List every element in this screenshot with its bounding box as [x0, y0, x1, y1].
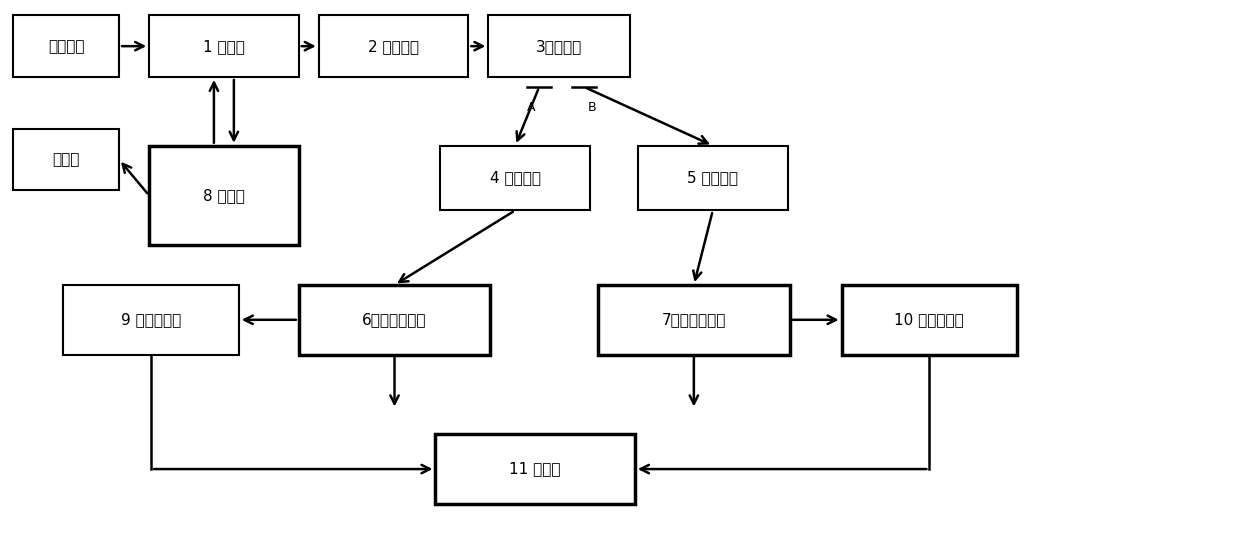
Bar — [149, 146, 299, 245]
Bar — [14, 129, 120, 191]
Bar — [319, 15, 469, 77]
Bar — [638, 146, 788, 210]
Text: 1 浸出器: 1 浸出器 — [203, 39, 244, 54]
Text: 大豆胚片: 大豆胚片 — [48, 39, 84, 54]
Text: 9 高温冷凝器: 9 高温冷凝器 — [121, 312, 181, 328]
Text: 4 高温绞龙: 4 高温绞龙 — [490, 170, 541, 186]
Bar — [299, 285, 490, 354]
Bar — [149, 15, 299, 77]
Text: 5 低温绞龙: 5 低温绞龙 — [687, 170, 738, 186]
Text: A: A — [527, 101, 536, 114]
Text: 11 周转箱: 11 周转箱 — [509, 462, 561, 477]
Bar — [436, 434, 635, 504]
Bar — [489, 15, 630, 77]
Text: 正己烷: 正己烷 — [53, 152, 79, 167]
Text: 7、低温脱溶器: 7、低温脱溶器 — [662, 312, 726, 328]
Text: 6、高温脱溶器: 6、高温脱溶器 — [363, 312, 427, 328]
Text: 8 蒸发器: 8 蒸发器 — [203, 188, 244, 203]
Text: 3、存料箱: 3、存料箱 — [536, 39, 582, 54]
Text: 10 低温冷凝器: 10 低温冷凝器 — [895, 312, 964, 328]
Bar — [14, 15, 120, 77]
Bar — [598, 285, 790, 354]
Text: B: B — [588, 101, 597, 114]
Text: 2 湿粕刮板: 2 湿粕刮板 — [368, 39, 420, 54]
Bar — [441, 146, 590, 210]
Bar — [63, 285, 239, 354]
Bar — [842, 285, 1017, 354]
